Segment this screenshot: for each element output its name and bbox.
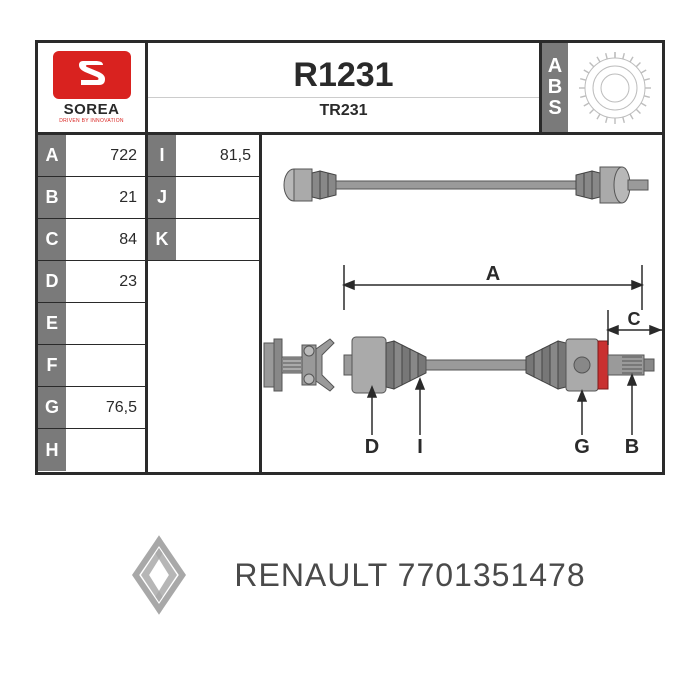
dims-col-left: A722 B21 C84 D23 E F G76,5 H — [38, 135, 148, 472]
part-number: R1231 — [293, 56, 393, 95]
dim-row: E — [38, 303, 145, 345]
dim-value — [66, 429, 145, 471]
dim-row: D23 — [38, 261, 145, 303]
dim-label: J — [148, 177, 176, 218]
footer-text: RENAULT 7701351478 — [234, 557, 585, 594]
brand-logo-icon — [53, 51, 131, 99]
footer: RENAULT 7701351478 — [0, 530, 700, 620]
dim-value — [66, 303, 145, 344]
footer-brand: RENAULT — [234, 557, 387, 593]
dim-value: 84 — [66, 219, 145, 260]
dim-value: 76,5 — [66, 387, 145, 428]
part-sub-number: TR231 — [148, 97, 539, 120]
svg-text:A: A — [486, 263, 500, 285]
dim-value — [176, 219, 259, 260]
svg-text:C: C — [628, 309, 641, 329]
spec-card: SOREA DRIVEN BY INNOVATION R1231 TR231 A… — [35, 40, 665, 475]
abs-ring-icon — [568, 43, 662, 132]
dim-row: G76,5 — [38, 387, 145, 429]
abs-cell: ABS — [542, 43, 662, 132]
brand-name: SOREA — [64, 101, 120, 118]
dim-value: 23 — [66, 261, 145, 302]
footer-code: 7701351478 — [398, 557, 586, 593]
dim-label: B — [38, 177, 66, 218]
dim-row: H — [38, 429, 145, 471]
diagram-panel: A — [262, 135, 662, 472]
dim-value — [176, 177, 259, 218]
dim-label: H — [38, 429, 66, 471]
dim-row: F — [38, 345, 145, 387]
dim-label: G — [38, 387, 66, 428]
dim-label: E — [38, 303, 66, 344]
body-row: A722 B21 C84 D23 E F G76,5 H I81,5 J K — [38, 135, 662, 472]
dim-row: A722 — [38, 135, 145, 177]
header-row: SOREA DRIVEN BY INNOVATION R1231 TR231 A… — [38, 43, 662, 135]
dim-label: F — [38, 345, 66, 386]
brand-tagline: DRIVEN BY INNOVATION — [59, 118, 124, 124]
dim-label: D — [38, 261, 66, 302]
dim-row: I81,5 — [148, 135, 259, 177]
dim-row: C84 — [38, 219, 145, 261]
svg-text:D: D — [365, 436, 379, 458]
brand-logo-cell: SOREA DRIVEN BY INNOVATION — [38, 43, 148, 132]
dim-label: K — [148, 219, 176, 260]
svg-text:B: B — [625, 436, 639, 458]
svg-text:I: I — [417, 436, 423, 458]
dim-label: C — [38, 219, 66, 260]
abs-label: ABS — [542, 43, 568, 132]
dim-label: A — [38, 135, 66, 176]
dim-label: I — [148, 135, 176, 176]
dim-value: 21 — [66, 177, 145, 218]
driveshaft-diagram-icon: A — [262, 135, 662, 472]
title-cell: R1231 TR231 — [148, 43, 542, 132]
dim-value: 722 — [66, 135, 145, 176]
dim-value — [66, 345, 145, 386]
dim-row: B21 — [38, 177, 145, 219]
dims-col-mid: I81,5 J K — [148, 135, 262, 472]
renault-logo-icon — [114, 530, 204, 620]
svg-text:G: G — [574, 436, 590, 458]
dim-value: 81,5 — [176, 135, 259, 176]
dim-row: J — [148, 177, 259, 219]
dim-row: K — [148, 219, 259, 261]
